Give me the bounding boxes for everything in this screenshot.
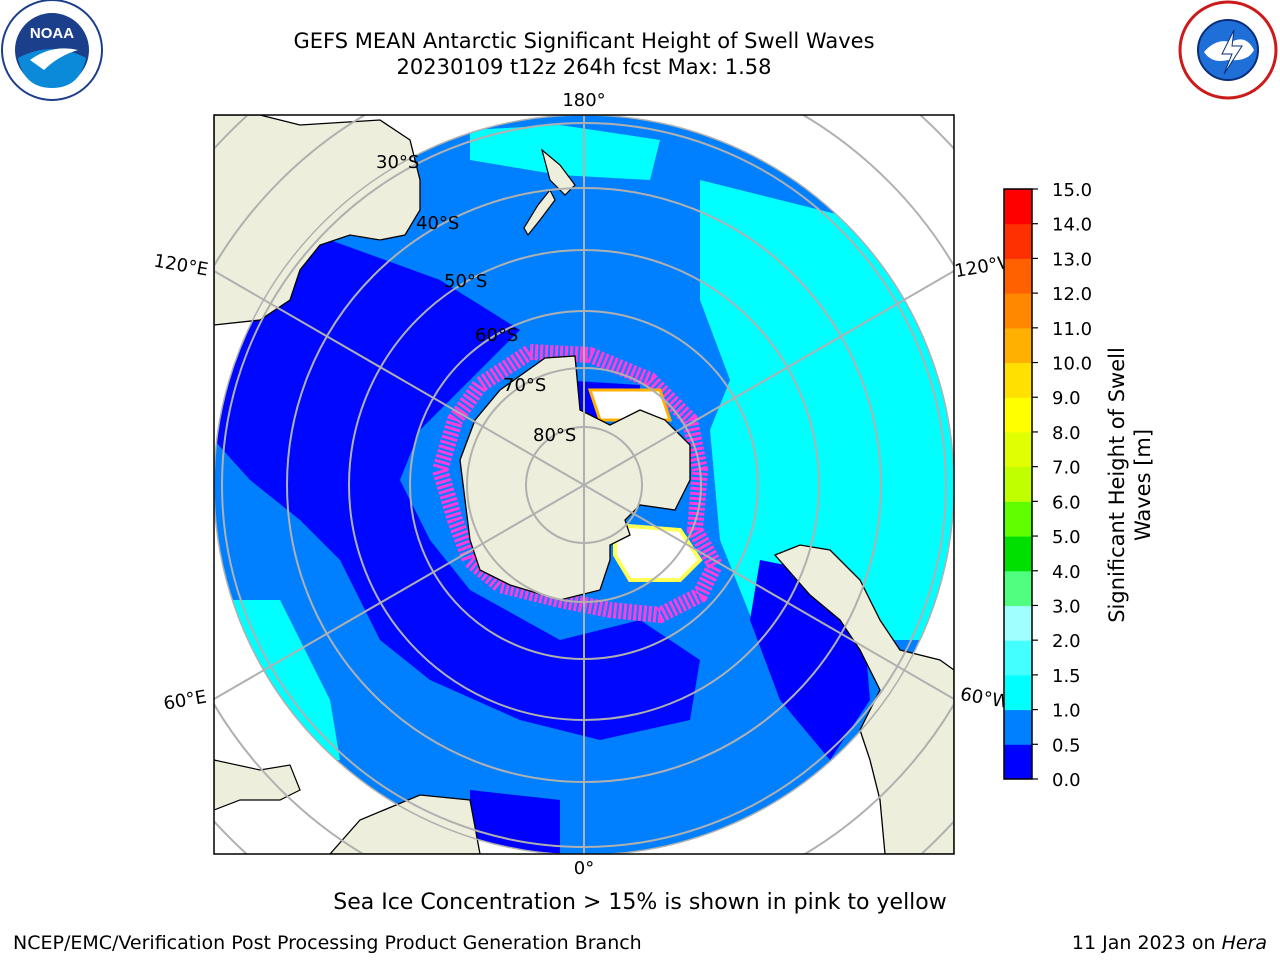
colorbar: 0.0 0.5 1.0 1.5 2.0 3.0 4.0 5.0 6.0 7.0 8.0 9.0 10.0… <box>1003 180 1092 791</box>
colorbar-tick-label: 0.5 <box>1052 735 1081 756</box>
colorbar-segment <box>1004 293 1032 329</box>
lat-label-50s: 50°S <box>444 271 487 292</box>
colorbar-segment <box>1004 536 1032 572</box>
swell-band-1.0-1.5 <box>700 180 954 640</box>
graticule <box>214 115 954 854</box>
colorbar-segment <box>1004 327 1032 364</box>
colorbar-frame <box>1003 188 1033 780</box>
sea-ice-edge <box>431 343 725 624</box>
swell-band-1.0-1.5-north <box>470 125 660 180</box>
lat-label-30s: 30°S <box>376 152 419 173</box>
colorbar-segment <box>1004 362 1032 398</box>
meridian-labels: 180° 0° 120°E 120°W 60°E 60°W <box>152 90 1017 879</box>
south-america-landmass <box>773 544 954 854</box>
africa-landmass <box>329 794 481 854</box>
lat-label-70s: 70°S <box>503 375 546 396</box>
colorbar-tick-label: 2.0 <box>1052 631 1081 652</box>
lon-label-0: 0° <box>574 858 594 879</box>
colorbar-segment <box>1004 605 1032 641</box>
new-zealand-north-island <box>540 148 576 196</box>
footer-credit: NCEP/EMC/Verification Post Processing Pr… <box>13 932 642 954</box>
colorbar-label: Significant Height of Swell Waves [m] <box>1105 347 1155 623</box>
lat-label-60s: 60°S <box>475 325 518 346</box>
figure-title: GEFS MEAN Antarctic Significant Height o… <box>293 29 875 53</box>
colorbar-tick-label: 0.0 <box>1052 770 1081 791</box>
meridian-60e-120w <box>214 270 954 700</box>
colorbar-segment <box>1004 223 1032 259</box>
colorbar-segment <box>1004 189 1032 225</box>
colorbar-segment <box>1004 397 1032 433</box>
colorbar-tick-label: 6.0 <box>1052 492 1081 513</box>
swell-band-0.0-0.5 <box>214 240 700 740</box>
colorbar-segment <box>1004 744 1032 780</box>
footer-date: 11 Jan 2023 on Hera <box>1072 932 1267 954</box>
lon-label-120e: 120°E <box>152 250 210 280</box>
lon-label-180: 180° <box>562 90 605 111</box>
nws-logo-icon <box>1178 0 1278 100</box>
colorbar-segment <box>1004 501 1032 537</box>
colorbar-tick-label: 4.0 <box>1052 562 1081 583</box>
colorbar-tick-label: 3.0 <box>1052 596 1081 617</box>
lat-label-80s: 80°S <box>533 425 576 446</box>
swell-band-0.0-0.5-south <box>470 790 560 854</box>
noaa-logo-text: NOAA <box>30 25 74 42</box>
colorbar-tick-label: 7.0 <box>1052 458 1081 479</box>
lon-label-60e: 60°E <box>162 686 208 714</box>
map-panel <box>214 115 954 854</box>
footer-date-text: 11 Jan 2023 on <box>1071 932 1222 954</box>
colorbar-tick-label: 1.0 <box>1052 701 1081 722</box>
colorbar-segment <box>1004 258 1032 294</box>
colorbar-tick-label: 1.5 <box>1052 666 1081 687</box>
footer-host: Hera <box>1221 932 1267 954</box>
colorbar-tick-label: 15.0 <box>1052 180 1092 201</box>
colorbar-tick-label: 9.0 <box>1052 388 1081 409</box>
colorbar-segment <box>1004 431 1032 468</box>
map-frame <box>213 114 955 855</box>
colorbar-tick-label: 13.0 <box>1052 249 1092 270</box>
colorbar-tick-label: 5.0 <box>1052 527 1081 548</box>
colorbar-tick-label: 12.0 <box>1052 284 1092 305</box>
australia-landmass <box>214 115 421 326</box>
colorbar-tick-label: 8.0 <box>1052 423 1081 444</box>
colorbar-segment <box>1004 674 1032 711</box>
colorbar-segment <box>1004 709 1032 745</box>
colorbar-tick-label: 11.0 <box>1052 319 1092 340</box>
lat-label-40s: 40°S <box>416 213 459 234</box>
sea-ice-caption: Sea Ice Concentration > 15% is shown in … <box>333 890 947 915</box>
colorbar-segment <box>1004 640 1032 676</box>
colorbar-tick-label: 14.0 <box>1052 215 1092 236</box>
figure-subtitle: 20230109 t12z 264h fcst Max: 1.58 <box>396 55 772 79</box>
parallel-labels: 30°S 40°S 50°S 60°S 70°S 80°S <box>376 152 576 446</box>
colorbar-tick-label: 10.0 <box>1052 354 1092 375</box>
colorbar-segment <box>1004 466 1032 502</box>
sea-ice-ross <box>587 388 673 422</box>
colorbar-label-line2: Waves [m] <box>1131 429 1155 541</box>
colorbar-label-line1: Significant Height of Swell <box>1105 347 1129 623</box>
noaa-logo-icon: NOAA <box>1 0 103 101</box>
madagascar-landmass <box>214 759 301 811</box>
colorbar-segment <box>1004 570 1032 606</box>
antarctica-landmass <box>459 355 691 601</box>
new-zealand-south-island <box>523 188 556 237</box>
